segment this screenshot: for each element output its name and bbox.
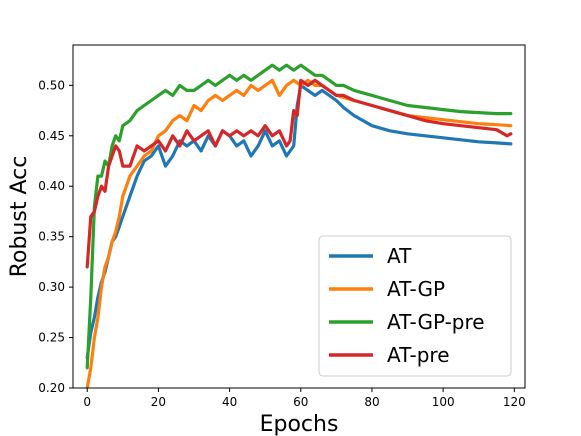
x-tick-label: 60 [293, 395, 308, 409]
y-tick-label: 0.40 [38, 179, 65, 193]
y-tick-label: 0.25 [38, 331, 65, 345]
x-axis-ticks: 0 20 40 60 80 100 120 [83, 388, 526, 409]
x-tick-label: 20 [151, 395, 166, 409]
y-tick-label: 0.45 [38, 129, 65, 143]
y-tick-label: 0.30 [38, 280, 65, 294]
y-axis-label: Robust Acc [7, 156, 32, 278]
x-tick-label: 120 [503, 395, 526, 409]
y-tick-label: 0.35 [38, 230, 65, 244]
legend-label: AT [387, 244, 412, 268]
legend: AT AT-GP AT-GP-pre AT-pre [318, 235, 512, 377]
y-tick-label: 0.50 [38, 78, 65, 92]
x-tick-label: 100 [432, 395, 455, 409]
series-line-at-gp-pre [85, 63, 513, 370]
series-line-at [85, 83, 513, 360]
y-axis-ticks: 0.20 0.25 0.30 0.35 0.40 0.45 0.50 [38, 78, 73, 395]
series-line-at-pre [85, 78, 513, 269]
series-layer [85, 63, 513, 388]
legend-box [318, 235, 512, 377]
x-axis-label: Epochs [260, 412, 339, 436]
x-tick-label: 40 [222, 395, 237, 409]
legend-label: AT-GP [387, 277, 445, 301]
x-tick-label: 80 [364, 395, 379, 409]
x-tick-label: 0 [83, 395, 91, 409]
legend-label: AT-GP-pre [387, 310, 485, 334]
legend-label: AT-pre [387, 343, 450, 367]
y-tick-label: 0.20 [38, 381, 65, 395]
plot-frame [72, 44, 526, 389]
